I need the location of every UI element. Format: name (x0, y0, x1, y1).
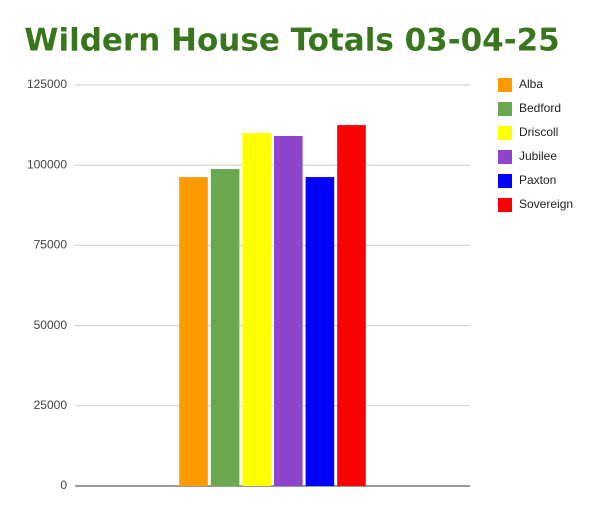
legend-swatch (498, 150, 512, 164)
legend-swatch (498, 78, 512, 92)
bar (337, 125, 366, 486)
legend-label: Driscoll (519, 125, 558, 139)
legend-label: Sovereign (519, 197, 573, 211)
legend-swatch (498, 174, 512, 188)
legend-swatch (498, 198, 512, 212)
bar (274, 136, 303, 486)
legend-label: Paxton (519, 173, 556, 187)
legend-label: Bedford (519, 101, 561, 115)
bar (179, 177, 208, 487)
legend-swatch (498, 102, 512, 116)
legend-label: Alba (519, 77, 543, 91)
y-tick-label: 75000 (34, 238, 68, 252)
bar (242, 133, 271, 486)
y-tick-label: 125000 (27, 77, 67, 91)
bar (210, 169, 240, 486)
y-tick-label: 25000 (34, 398, 68, 412)
chart-title: Wildern House Totals 03-04-25 (24, 23, 559, 59)
y-tick-label: 100000 (27, 157, 67, 171)
y-tick-label: 50000 (34, 318, 68, 332)
y-tick-label: 0 (60, 478, 67, 492)
bar (305, 177, 335, 487)
legend-swatch (498, 126, 512, 140)
legend-label: Jubilee (519, 149, 557, 163)
